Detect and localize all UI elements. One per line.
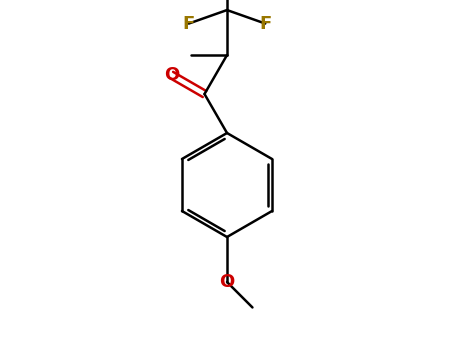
Text: O: O (219, 273, 235, 291)
Text: F: F (182, 15, 195, 33)
Text: F: F (259, 15, 271, 33)
Text: O: O (164, 66, 179, 84)
